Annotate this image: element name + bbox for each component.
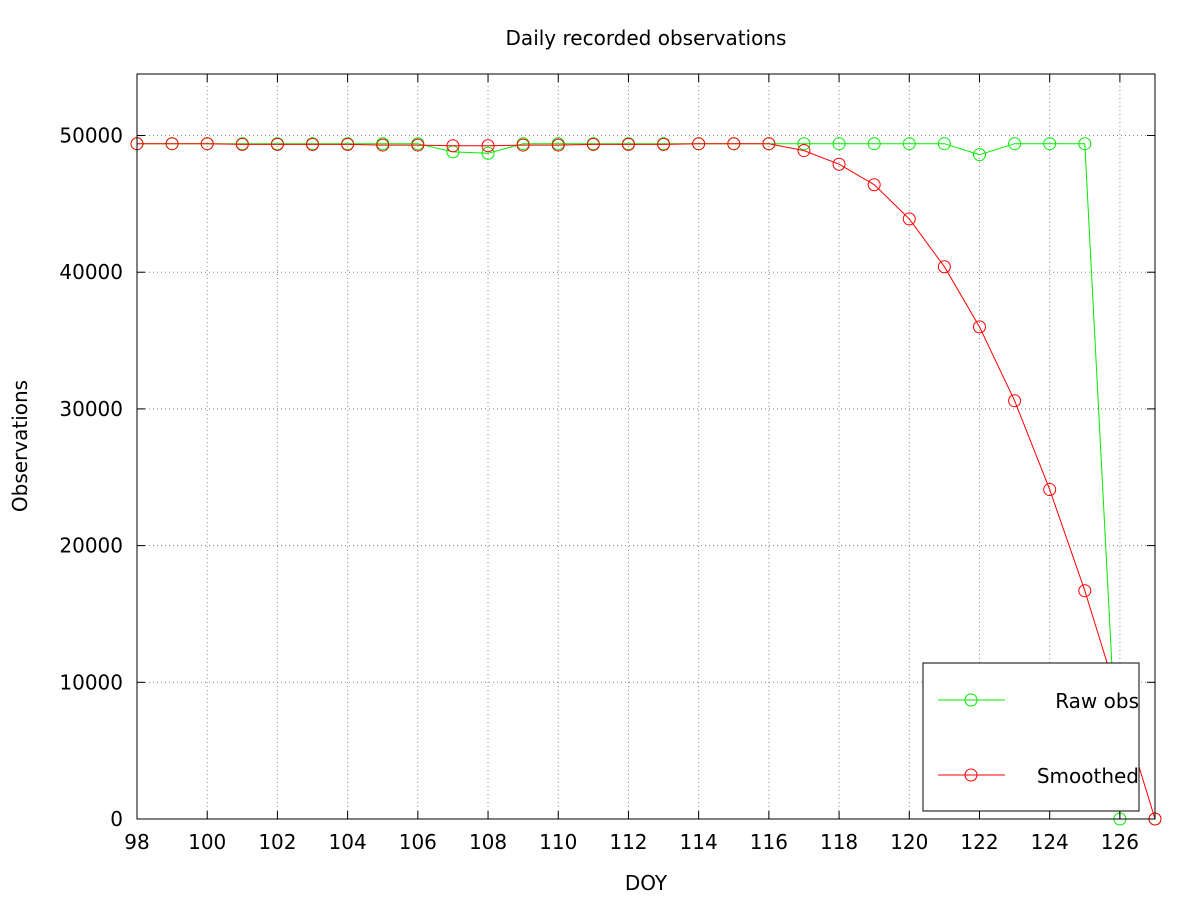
legend-box <box>922 662 1140 812</box>
x-tick-label: 118 <box>820 830 858 854</box>
x-tick-label: 122 <box>960 830 998 854</box>
x-tick-label: 102 <box>258 830 296 854</box>
x-tick-label: 108 <box>469 830 507 854</box>
data-point-raw-obs <box>481 146 495 160</box>
x-tick-label: 116 <box>750 830 788 854</box>
legend-label-raw-obs: Raw obs <box>1055 689 1139 713</box>
y-tick-label: 10000 <box>59 670 123 694</box>
legend-label-smoothed: Smoothed <box>1037 764 1139 788</box>
data-point-smoothed <box>376 138 390 152</box>
y-tick-label: 50000 <box>59 124 123 148</box>
data-point-smoothed <box>481 139 495 153</box>
data-point-smoothed <box>692 137 706 151</box>
chart-title: Daily recorded observations <box>506 26 787 50</box>
data-point-smoothed <box>1008 394 1022 408</box>
x-tick-label: 112 <box>609 830 647 854</box>
x-tick-label: 114 <box>680 830 718 854</box>
data-point-smoothed <box>937 260 951 274</box>
legend-swatch-marker-smoothed <box>964 768 978 782</box>
data-point-raw-obs <box>1043 137 1057 151</box>
x-tick-label: 104 <box>329 830 367 854</box>
data-point-smoothed <box>306 137 320 151</box>
data-point-smoothed <box>972 320 986 334</box>
data-point-raw-obs <box>972 148 986 162</box>
data-point-smoothed <box>270 137 284 151</box>
data-point-smoothed <box>832 157 846 171</box>
data-point-smoothed <box>1078 584 1092 598</box>
y-tick-label: 40000 <box>59 260 123 284</box>
plot-frame <box>136 73 1156 820</box>
y-tick-label: 30000 <box>59 397 123 421</box>
data-point-smoothed <box>586 137 600 151</box>
data-point-smoothed <box>411 138 425 152</box>
axis-ticks: 98 100 102 104 106 108 110 112 114 116 118 120 122 12… <box>59 74 1155 854</box>
x-tick-label: 124 <box>1031 830 1069 854</box>
data-point-smoothed <box>341 137 355 151</box>
x-tick-label: 110 <box>539 830 577 854</box>
legend-swatch-marker-raw-obs <box>964 693 978 707</box>
y-tick-label: 0 <box>110 807 123 831</box>
data-point-smoothed <box>657 137 671 151</box>
data-point-smoothed <box>200 137 214 151</box>
x-axis-label: DOY <box>625 871 668 895</box>
data-point-raw-obs <box>902 137 916 151</box>
data-point-smoothed <box>235 137 249 151</box>
data-point-raw-obs <box>797 137 811 151</box>
series-smoothed <box>130 137 1162 826</box>
x-tick-label: 100 <box>188 830 226 854</box>
data-point-smoothed <box>797 144 811 158</box>
x-tick-label: 106 <box>399 830 437 854</box>
data-point-smoothed <box>727 137 741 151</box>
data-point-smoothed <box>762 137 776 151</box>
data-point-smoothed <box>551 138 565 152</box>
data-point-smoothed <box>902 212 916 226</box>
data-point-raw-obs <box>832 137 846 151</box>
data-point-smoothed <box>867 178 881 192</box>
legend: Raw obs Smoothed <box>922 662 1140 812</box>
x-tick-label: 120 <box>890 830 928 854</box>
data-point-raw-obs <box>937 137 951 151</box>
x-tick-label: 126 <box>1101 830 1139 854</box>
data-point-smoothed <box>165 137 179 151</box>
data-point-raw-obs <box>1078 137 1092 151</box>
data-point-smoothed <box>446 139 460 153</box>
data-point-smoothed <box>1043 483 1057 497</box>
y-tick-label: 20000 <box>59 534 123 558</box>
y-axis-label: Observations <box>8 380 32 512</box>
data-point-smoothed <box>621 137 635 151</box>
x-tick-label: 98 <box>124 830 149 854</box>
data-point-smoothed <box>516 138 530 152</box>
data-point-raw-obs <box>1008 137 1022 151</box>
plot-series <box>130 137 1162 826</box>
data-point-raw-obs <box>867 137 881 151</box>
